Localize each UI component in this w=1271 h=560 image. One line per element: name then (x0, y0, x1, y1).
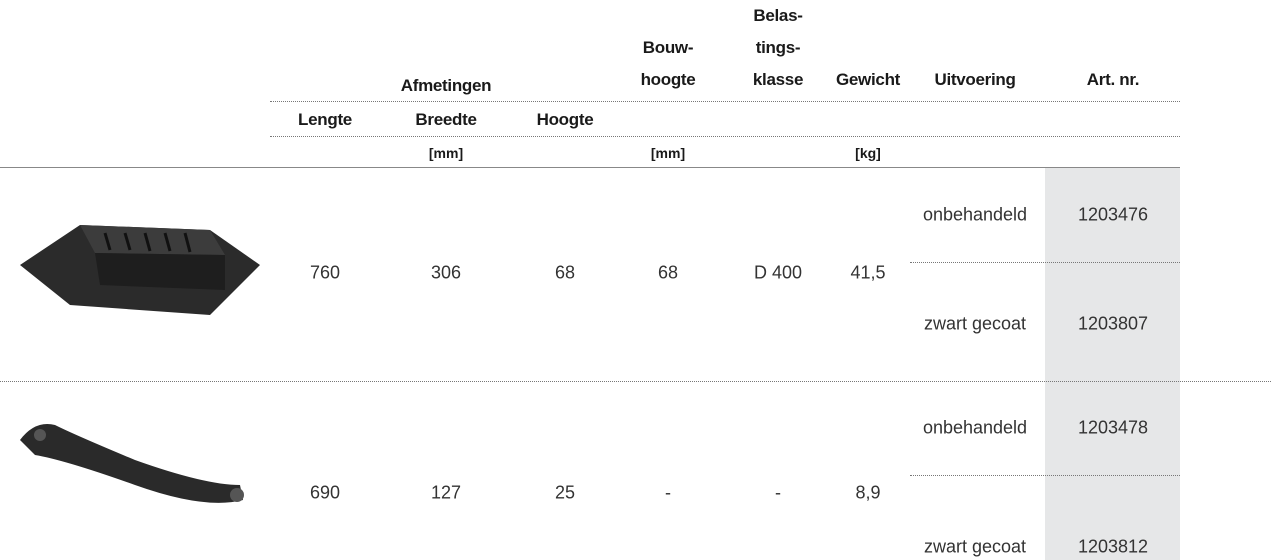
divider (910, 262, 1180, 263)
header: klasse (752, 70, 804, 89)
cell-height: 68 (554, 262, 576, 283)
cell-weight: 41,5 (850, 262, 886, 283)
header: Hoogte (536, 110, 594, 129)
cell-load-class: - (775, 482, 781, 503)
finish: zwart gecoat (923, 536, 1027, 557)
divider (270, 136, 1180, 137)
cell-weight: 8,9 (855, 482, 881, 503)
header: Breedte (415, 110, 477, 129)
cell-build-height: - (665, 482, 671, 503)
header: Lengte (298, 110, 352, 129)
header: Bouw- (642, 38, 694, 57)
cell-length: 690 (309, 482, 341, 503)
cell-build-height: 68 (657, 262, 679, 283)
header: Gewicht (835, 70, 901, 89)
article-number: 1203812 (1077, 536, 1149, 557)
header: tings- (755, 38, 801, 57)
cell-width: 306 (430, 262, 462, 283)
finish: onbehandeld (922, 417, 1028, 438)
finish: onbehandeld (922, 204, 1028, 225)
header: hoogte (640, 70, 696, 89)
cell-length: 760 (309, 262, 341, 283)
header: Uitvoering (934, 70, 1016, 89)
article-number: 1203478 (1077, 417, 1149, 438)
finish: zwart gecoat (923, 313, 1027, 334)
unit: [mm] (650, 145, 686, 161)
header: Afmetingen (400, 76, 492, 95)
unit: [kg] (855, 145, 881, 161)
cell-height: 25 (554, 482, 576, 503)
divider (0, 167, 1180, 168)
article-column-shade (1045, 168, 1180, 560)
divider (270, 101, 1180, 102)
article-number: 1203807 (1077, 313, 1149, 334)
cell-load-class: D 400 (753, 262, 803, 283)
divider (0, 381, 1271, 382)
article-number: 1203476 (1077, 204, 1149, 225)
header: Art. nr. (1086, 70, 1140, 89)
product-image (20, 225, 260, 315)
unit: [mm] (428, 145, 464, 161)
product-image (20, 424, 244, 503)
divider (910, 475, 1180, 476)
cell-width: 127 (430, 482, 462, 503)
header: Belas- (753, 6, 803, 25)
